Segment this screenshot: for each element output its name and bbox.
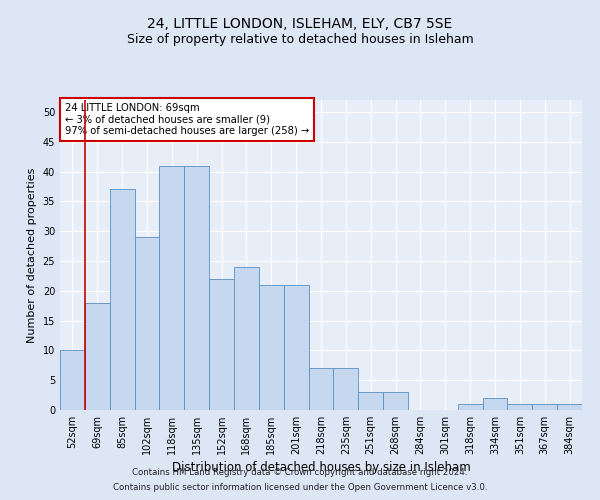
Bar [284,285,308,410]
Bar [334,368,358,410]
Text: 24, LITTLE LONDON, ISLEHAM, ELY, CB7 5SE: 24, LITTLE LONDON, ISLEHAM, ELY, CB7 5SE [148,18,452,32]
Bar [383,392,408,410]
Bar [532,404,557,410]
X-axis label: Distribution of detached houses by size in Isleham: Distribution of detached houses by size … [172,461,470,474]
Bar [110,190,134,410]
Bar [234,267,259,410]
Bar [358,392,383,410]
Bar [184,166,209,410]
Bar [209,279,234,410]
Bar [557,404,582,410]
Bar [134,237,160,410]
Text: Contains public sector information licensed under the Open Government Licence v3: Contains public sector information licen… [113,483,487,492]
Bar [160,166,184,410]
Text: Contains HM Land Registry data © Crown copyright and database right 2024.: Contains HM Land Registry data © Crown c… [132,468,468,477]
Bar [458,404,482,410]
Bar [508,404,532,410]
Bar [259,285,284,410]
Bar [308,368,334,410]
Bar [60,350,85,410]
Bar [482,398,508,410]
Bar [85,302,110,410]
Text: Size of property relative to detached houses in Isleham: Size of property relative to detached ho… [127,32,473,46]
Text: 24 LITTLE LONDON: 69sqm
← 3% of detached houses are smaller (9)
97% of semi-deta: 24 LITTLE LONDON: 69sqm ← 3% of detached… [65,103,310,136]
Y-axis label: Number of detached properties: Number of detached properties [27,168,37,342]
